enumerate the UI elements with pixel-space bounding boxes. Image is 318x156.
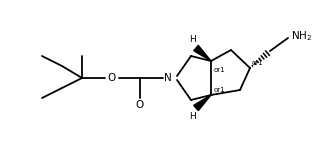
- Text: or1: or1: [214, 67, 226, 73]
- Polygon shape: [194, 95, 211, 111]
- Text: H: H: [189, 35, 195, 44]
- Text: O: O: [136, 100, 144, 110]
- Text: or1: or1: [214, 87, 226, 93]
- Text: or1: or1: [252, 60, 264, 66]
- Polygon shape: [194, 45, 211, 61]
- Text: N: N: [164, 73, 172, 83]
- Text: O: O: [108, 73, 116, 83]
- Text: NH$_2$: NH$_2$: [291, 29, 312, 43]
- Text: H: H: [189, 112, 195, 121]
